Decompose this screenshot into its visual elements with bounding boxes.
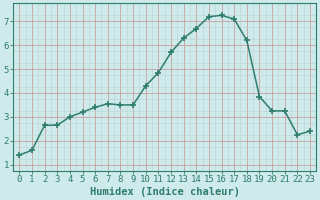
X-axis label: Humidex (Indice chaleur): Humidex (Indice chaleur) [90,186,240,197]
